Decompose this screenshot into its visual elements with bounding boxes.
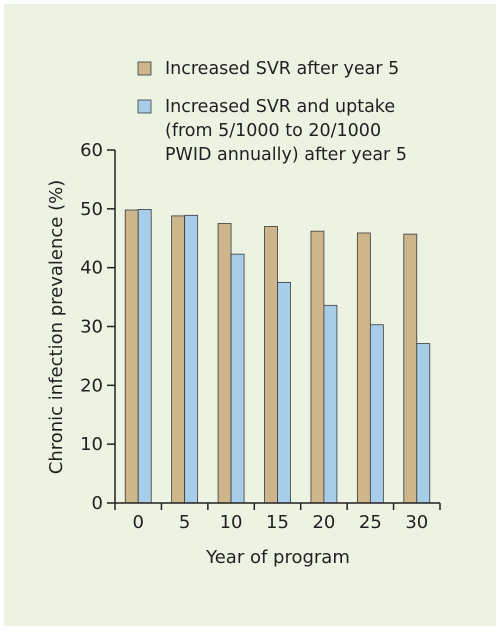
bar-series-1-year-0 [124, 209, 139, 504]
x-tick-label-5: 5 [179, 512, 190, 533]
bar-series-2-year-15 [277, 281, 291, 504]
y-tick-label-10: 10 [80, 434, 103, 455]
legend-swatch-2 [137, 99, 152, 114]
y-tick-label-0: 0 [92, 493, 103, 514]
legend-label-2-line-2: (from 5/1000 to 20/1000 [165, 121, 381, 141]
bar-series-2-year-25 [369, 324, 384, 504]
axes: 0 10 20 30 40 50 60 0 5 10 15 20 25 30 [80, 140, 441, 533]
x-tick-label-0: 0 [132, 512, 143, 533]
y-axis-label: Chronic infection prevalence (%) [46, 180, 67, 474]
legend-label-2-line-3: PWID annually) after year 5 [165, 145, 407, 165]
bar-series-1-year-10 [217, 223, 232, 504]
bar-series-1-year-25 [356, 232, 371, 504]
x-tick-label-15: 15 [266, 512, 289, 533]
legend-label-2-line-1: Increased SVR and uptake [165, 97, 395, 117]
y-tick-label-20: 20 [80, 375, 103, 396]
bar-series-2-year-20 [323, 304, 338, 504]
bar-series-1-year-5 [171, 215, 186, 504]
bar-series-1-year-15 [264, 226, 278, 504]
x-axis-label: Year of program [205, 547, 350, 568]
y-tick-label-50: 50 [80, 199, 103, 220]
bar-series-2-year-10 [230, 253, 245, 504]
x-tick-label-30: 30 [405, 512, 428, 533]
legend-swatch-1 [137, 61, 152, 76]
legend: Increased SVR after year 5 Increased SVR … [137, 59, 407, 165]
x-tick-label-10: 10 [220, 512, 243, 533]
bar-series-1-year-20 [310, 230, 325, 504]
bar-series-2-year-0 [137, 209, 152, 504]
bar-series-2-year-30 [416, 343, 431, 504]
y-tick-label-30: 30 [80, 317, 103, 338]
bar-series-1-year-30 [403, 233, 418, 504]
x-tick-label-25: 25 [359, 512, 382, 533]
y-tick-label-40: 40 [80, 258, 103, 279]
bars [124, 209, 431, 504]
y-tick-label-60: 60 [80, 140, 103, 161]
bar-series-2-year-5 [184, 214, 199, 504]
legend-label-1-line-1: Increased SVR after year 5 [165, 59, 399, 79]
x-tick-label-20: 20 [312, 512, 335, 533]
